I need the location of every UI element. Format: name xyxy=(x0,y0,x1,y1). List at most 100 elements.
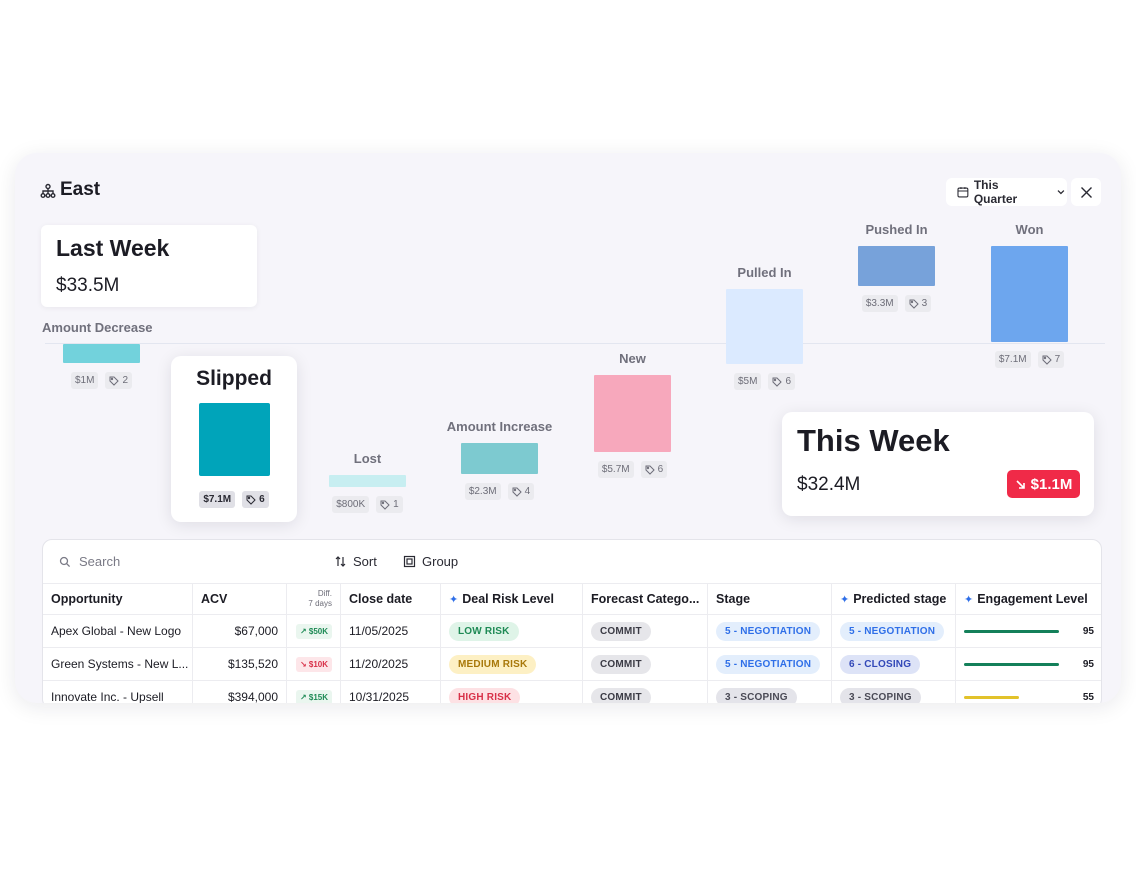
group-icon xyxy=(403,555,416,568)
column-header[interactable]: Stage xyxy=(708,584,832,614)
column-header[interactable]: Forecast Catego... xyxy=(583,584,708,614)
amount-chip: $2.3M xyxy=(464,483,501,500)
risk-cell: MEDIUM RISK xyxy=(441,648,583,680)
deal-count-chip: 4 xyxy=(507,483,535,500)
column-header[interactable]: ✦ Deal Risk Level xyxy=(441,584,583,614)
calendar-icon xyxy=(957,187,969,198)
this-week-title: This Week xyxy=(797,423,950,458)
engagement-bar xyxy=(964,662,1059,666)
diff-cell: ↗ $15K xyxy=(287,681,341,703)
category-label: Lost xyxy=(353,451,382,466)
deal-count-chip: 3 xyxy=(904,295,932,312)
risk-cell: LOW RISK xyxy=(441,615,583,647)
slipped-title: Slipped xyxy=(196,367,272,390)
stage-cell: 3 - SCOPING xyxy=(708,681,832,703)
deal-count-chip: 2 xyxy=(105,372,132,389)
deal-count-chip: 6 xyxy=(640,461,668,478)
category-label: Amount Decrease xyxy=(42,320,153,335)
deal-count-chip: 6 xyxy=(242,491,269,508)
engagement-cell: 95 xyxy=(956,648,1101,680)
acv-cell: $67,000 xyxy=(193,615,287,647)
waterfall-bar[interactable] xyxy=(991,246,1068,342)
group-button[interactable]: Group xyxy=(403,554,458,569)
waterfall-bar[interactable] xyxy=(594,375,671,452)
opportunity-cell[interactable]: Apex Global - New Logo xyxy=(43,615,193,647)
close-date-cell: 11/05/2025 xyxy=(341,615,441,647)
close-date-cell: 10/31/2025 xyxy=(341,681,441,703)
this-week-card: This Week $32.4M $1.1M xyxy=(782,412,1094,516)
close-date-cell: 11/20/2025 xyxy=(341,648,441,680)
slipped-bar xyxy=(199,403,270,476)
predicted-stage-cell: 6 - CLOSING xyxy=(832,648,956,680)
column-header[interactable]: ✦ Engagement Level xyxy=(956,584,1101,614)
engagement-cell: 95 xyxy=(956,615,1101,647)
column-header[interactable]: Opportunity xyxy=(43,584,193,614)
tag-icon xyxy=(246,495,256,505)
predicted-stage-cell: 5 - NEGOTIATION xyxy=(832,615,956,647)
this-week-value: $32.4M xyxy=(797,474,861,495)
table-row[interactable]: Innovate Inc. - Upsell $394,000 ↗ $15K 10/3… xyxy=(43,681,1101,703)
engagement-bar xyxy=(964,695,1019,699)
waterfall-bar[interactable] xyxy=(858,246,935,286)
ai-sparkle-icon: ✦ xyxy=(840,593,850,606)
waterfall-bar[interactable] xyxy=(726,289,803,364)
opportunity-cell[interactable]: Innovate Inc. - Upsell xyxy=(43,681,193,703)
deal-count-chip: 7 xyxy=(1037,351,1065,368)
hierarchy-icon xyxy=(40,183,56,198)
category-label: New xyxy=(619,351,646,366)
tag-icon xyxy=(772,377,783,387)
search-icon xyxy=(59,556,71,567)
ai-sparkle-icon: ✦ xyxy=(964,593,974,606)
diff-cell: ↗ $50K xyxy=(287,615,341,647)
table-toolbar: Search Sort Group xyxy=(43,540,1101,584)
amount-chip: $7.1M xyxy=(199,491,236,508)
stage-cell: 5 - NEGOTIATION xyxy=(708,648,832,680)
tag-icon xyxy=(909,299,919,309)
tag-icon xyxy=(380,500,390,510)
arrow-down-right-icon xyxy=(1016,479,1025,489)
table-header: Opportunity ACV Diff. 7 days Close date ✦ Deal… xyxy=(43,584,1101,615)
column-header[interactable]: Close date xyxy=(341,584,441,614)
tag-icon xyxy=(645,465,655,475)
opportunities-table: Search Sort Group Opportunity ACV Diff. 7 d… xyxy=(42,539,1102,703)
amount-chip: $5M xyxy=(733,373,762,390)
waterfall-bar[interactable] xyxy=(329,475,406,487)
acv-cell: $135,520 xyxy=(193,648,287,680)
last-week-title: Last Week xyxy=(56,235,170,261)
period-selector[interactable]: This Quarter xyxy=(946,178,1067,206)
column-header[interactable]: ✦ Predicted stage xyxy=(832,584,956,614)
slipped-card[interactable]: Slipped $7.1M 6 xyxy=(171,356,297,522)
table-row[interactable]: Green Systems - New L... $135,520 ↘ $10K 11… xyxy=(43,648,1101,681)
engagement-value: 95 xyxy=(1082,658,1094,670)
chevron-down-icon xyxy=(1057,190,1065,195)
amount-chip: $7.1M xyxy=(994,351,1031,368)
last-week-value: $33.5M xyxy=(56,275,120,296)
column-header[interactable]: ACV xyxy=(193,584,287,614)
table-row[interactable]: Apex Global - New Logo $67,000 ↗ $50K 11/05… xyxy=(43,615,1101,648)
acv-cell: $394,000 xyxy=(193,681,287,703)
category-label: Won xyxy=(1015,222,1044,237)
tag-icon xyxy=(1042,355,1052,365)
ai-sparkle-icon: ✦ xyxy=(449,593,459,606)
page-title: East xyxy=(60,179,101,200)
close-icon xyxy=(1080,186,1092,198)
waterfall-bar[interactable] xyxy=(63,344,140,363)
category-label: Pulled In xyxy=(737,265,792,280)
amount-chip: $1M xyxy=(70,372,99,389)
sort-button[interactable]: Sort xyxy=(334,554,377,569)
forecast-cell: COMMIT xyxy=(583,681,708,703)
tag-icon xyxy=(109,376,120,386)
diff-cell: ↘ $10K xyxy=(287,648,341,680)
chart-baseline xyxy=(45,343,1105,344)
close-button[interactable] xyxy=(1071,178,1101,206)
column-header[interactable]: Diff. 7 days xyxy=(287,584,341,614)
waterfall-panel: East This Quarter Amount Decrease $1M 2 Los… xyxy=(15,153,1121,703)
search-input[interactable]: Search xyxy=(59,554,120,569)
amount-chip: $5.7M xyxy=(597,461,634,478)
opportunity-cell[interactable]: Green Systems - New L... xyxy=(43,648,193,680)
engagement-bar xyxy=(964,629,1059,633)
amount-chip: $800K xyxy=(332,496,370,513)
engagement-value: 55 xyxy=(1082,691,1094,703)
deal-count-chip: 6 xyxy=(768,373,795,390)
waterfall-bar[interactable] xyxy=(461,443,538,474)
